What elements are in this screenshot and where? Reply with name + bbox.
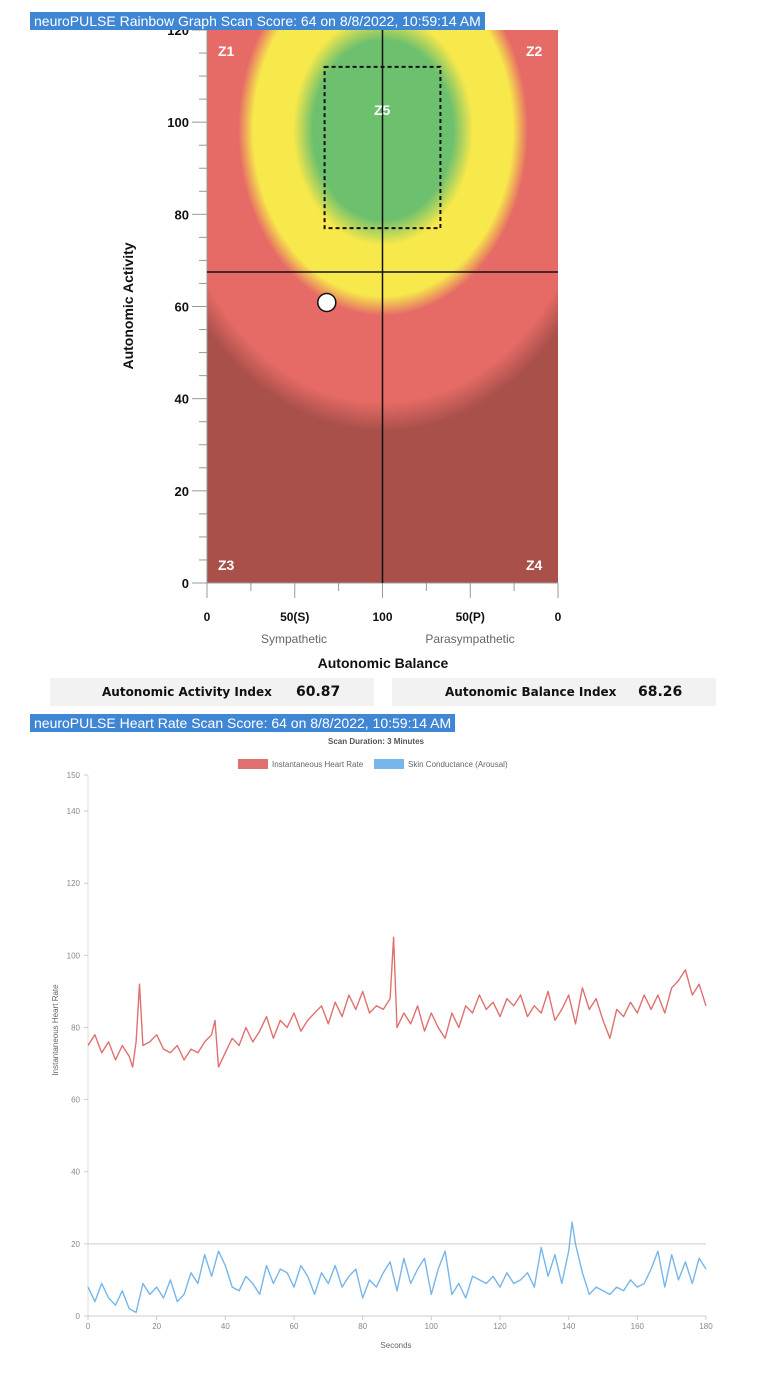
zone-z4-label: Z4 bbox=[526, 557, 543, 573]
hr-y-tick-label: 40 bbox=[71, 1168, 80, 1177]
hr-x-tick-label: 120 bbox=[493, 1322, 507, 1331]
hr-x-tick-label: 80 bbox=[358, 1322, 367, 1331]
x-tick-label: 50(S) bbox=[280, 610, 309, 624]
zone-z1-label: Z1 bbox=[218, 43, 235, 59]
hr-y-tick-label: 100 bbox=[67, 951, 81, 960]
zone-z3-label: Z3 bbox=[218, 557, 235, 573]
balance-index-label: Autonomic Balance Index bbox=[445, 685, 617, 699]
x-tick-label: 50(P) bbox=[456, 610, 485, 624]
hr-x-tick-label: 60 bbox=[290, 1322, 299, 1331]
legend-hr-swatch[interactable] bbox=[238, 759, 268, 769]
y-tick-label: 60 bbox=[175, 300, 189, 315]
y-tick-label: 80 bbox=[175, 207, 189, 222]
activity-index-label: Autonomic Activity Index bbox=[102, 685, 272, 699]
x-sub-parasympathetic: Parasympathetic bbox=[425, 632, 514, 646]
hr-axes: 0 20 40 60 80 100 120 140 150 0 20 40 60 80 100 120 140 1… bbox=[67, 771, 714, 1331]
legend-hr-label[interactable]: Instantaneous Heart Rate bbox=[272, 760, 364, 769]
y-axis-title: Autonomic Activity bbox=[120, 242, 136, 369]
zone-z5-label: Z5 bbox=[374, 102, 391, 118]
activity-index-value: 60.87 bbox=[296, 684, 341, 700]
hr-y-tick-label: 80 bbox=[71, 1023, 80, 1032]
hr-x-tick-label: 0 bbox=[86, 1322, 91, 1331]
hr-x-tick-label: 160 bbox=[631, 1322, 645, 1331]
rainbow-marks bbox=[207, 30, 558, 583]
hr-header: neuroPULSE Heart Rate Scan Score: 64 on … bbox=[30, 714, 456, 732]
hr-x-tick-label: 40 bbox=[221, 1322, 230, 1331]
x-tick-label: 100 bbox=[372, 610, 392, 624]
balance-index-box: Autonomic Balance Index 68.26 bbox=[392, 678, 716, 706]
legend-sc-swatch[interactable] bbox=[374, 759, 404, 769]
hr-x-tick-label: 180 bbox=[699, 1322, 713, 1331]
x-tick-label: 0 bbox=[204, 610, 211, 624]
skin-conductance-line bbox=[87, 1221, 707, 1314]
legend-sc-label[interactable]: Skin Conductance (Arousal) bbox=[408, 760, 508, 769]
hr-y-tick-label: 0 bbox=[76, 1312, 81, 1321]
rainbow-header: neuroPULSE Rainbow Graph Scan Score: 64 … bbox=[30, 12, 485, 30]
hr-x-axis-title: Seconds bbox=[380, 1341, 411, 1350]
scan-point bbox=[317, 292, 337, 313]
hr-y-tick-label: 60 bbox=[71, 1096, 80, 1105]
hr-y-tick-label: 20 bbox=[71, 1240, 80, 1249]
hr-y-axis-title: Instantaneous Heart Rate bbox=[51, 984, 60, 1076]
hr-x-tick-label: 100 bbox=[425, 1322, 439, 1331]
y-tick-label: 0 bbox=[182, 576, 189, 591]
heart-rate-line bbox=[87, 936, 707, 1068]
hr-series bbox=[87, 936, 707, 1314]
activity-index-box: Autonomic Activity Index 60.87 bbox=[50, 678, 374, 706]
hr-x-tick-label: 20 bbox=[152, 1322, 161, 1331]
x-axis-title: Autonomic Balance bbox=[318, 655, 449, 671]
x-tick-label: 0 bbox=[555, 610, 562, 624]
y-tick-label: 100 bbox=[167, 115, 189, 130]
y-tick-label: 20 bbox=[175, 484, 189, 499]
balance-index-value: 68.26 bbox=[638, 684, 683, 700]
x-sub-sympathetic: Sympathetic bbox=[261, 632, 327, 646]
hr-y-tick-label: 120 bbox=[67, 879, 81, 888]
hr-x-tick-label: 140 bbox=[562, 1322, 576, 1331]
hr-y-tick-label: 150 bbox=[67, 771, 81, 780]
zone-z2-label: Z2 bbox=[526, 43, 543, 59]
y-tick-label: 40 bbox=[175, 392, 189, 407]
hr-y-tick-label: 140 bbox=[67, 807, 81, 816]
hr-subtitle: Scan Duration: 3 Minutes bbox=[328, 737, 425, 746]
